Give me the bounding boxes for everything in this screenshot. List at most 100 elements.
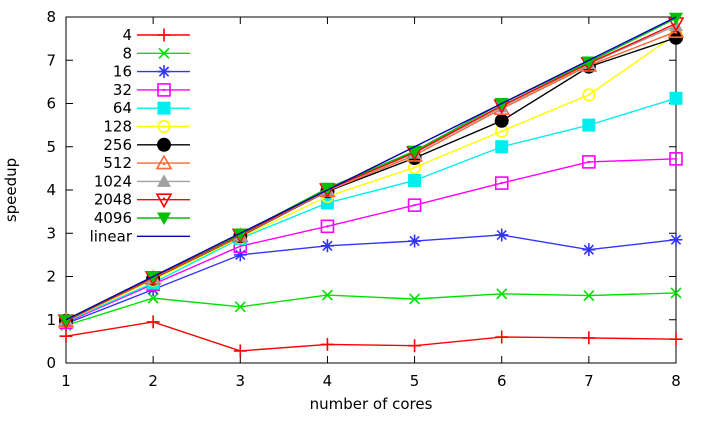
series-line-64 xyxy=(65,97,677,323)
series-line-8 xyxy=(65,292,677,327)
legend-label-8: 8 xyxy=(122,44,132,62)
legend-label-4: 4 xyxy=(122,26,132,44)
marker-x xyxy=(147,292,159,304)
marker-center-dot xyxy=(500,181,503,185)
marker-asterisk xyxy=(582,243,596,257)
marker-circle-filled xyxy=(157,137,171,152)
marker-triangle-down-filled xyxy=(669,12,683,26)
series-line-2048 xyxy=(65,22,677,322)
marker-center-dot xyxy=(162,162,166,166)
marker-x xyxy=(670,287,682,299)
marker-x xyxy=(496,288,508,300)
marker-center-dot xyxy=(500,129,503,133)
series-line-4 xyxy=(65,321,677,352)
marker-asterisk xyxy=(233,248,247,262)
marker-plus xyxy=(59,329,73,343)
marker-center-dot xyxy=(162,197,166,200)
marker-plus xyxy=(146,315,160,329)
y-tick-label: 1 xyxy=(46,311,56,329)
marker-asterisk xyxy=(157,65,171,79)
x-tick-label: 1 xyxy=(61,372,71,390)
marker-center-dot xyxy=(413,203,416,207)
marker-square-filled xyxy=(408,173,422,187)
marker-x xyxy=(158,47,170,59)
x-tick-label: 3 xyxy=(236,372,246,390)
marker-plus xyxy=(233,344,247,358)
marker-center-dot xyxy=(239,245,242,248)
legend-label-32: 32 xyxy=(113,81,132,99)
marker-square-open xyxy=(320,219,335,234)
marker-center-dot xyxy=(674,157,678,161)
marker-triangle-down-filled xyxy=(157,212,171,225)
marker-square-open xyxy=(494,176,509,190)
series-line-16 xyxy=(65,234,677,325)
marker-x xyxy=(321,289,333,301)
x-tick-label: 8 xyxy=(671,372,681,390)
legend-label-64: 64 xyxy=(113,99,132,117)
marker-x xyxy=(409,293,421,305)
marker-center-dot xyxy=(413,166,416,169)
marker-square-filled xyxy=(582,118,596,132)
marker-asterisk xyxy=(669,233,683,247)
legend-label-4096: 4096 xyxy=(94,209,132,227)
x-axis-title: number of cores xyxy=(310,395,433,413)
legend-label-linear: linear xyxy=(90,227,133,245)
marker-asterisk xyxy=(320,239,334,253)
y-tick-label: 2 xyxy=(46,268,56,286)
legend-label-16: 16 xyxy=(113,63,132,81)
legend-label-256: 256 xyxy=(103,136,132,154)
marker-x xyxy=(583,289,595,302)
marker-square-filled xyxy=(157,101,171,115)
y-tick-label: 6 xyxy=(46,95,56,113)
marker-plus xyxy=(320,337,334,351)
legend-label-512: 512 xyxy=(103,154,132,172)
x-tick-label: 5 xyxy=(410,372,420,390)
marker-center-dot xyxy=(326,225,329,228)
marker-square-filled xyxy=(669,91,683,105)
legend-label-1024: 1024 xyxy=(94,172,132,190)
x-tick-label: 6 xyxy=(497,372,507,390)
marker-plus xyxy=(495,330,509,344)
y-tick-label: 5 xyxy=(46,138,56,156)
x-tick-label: 2 xyxy=(148,372,158,390)
marker-center-dot xyxy=(587,160,591,164)
marker-asterisk xyxy=(408,234,422,248)
marker-center-dot xyxy=(162,88,166,92)
y-axis-title: speedup xyxy=(2,158,20,222)
marker-center-dot xyxy=(587,93,591,97)
marker-square-open xyxy=(582,155,596,169)
marker-plus xyxy=(582,331,596,345)
y-tick-label: 7 xyxy=(46,51,56,69)
marker-square-open xyxy=(669,152,683,166)
marker-triangle-up-filled xyxy=(157,174,171,187)
marker-square-filled xyxy=(495,140,509,154)
legend-label-128: 128 xyxy=(103,118,132,136)
marker-circle-open xyxy=(157,119,171,134)
marker-triangle-down-filled xyxy=(320,182,335,196)
marker-plus xyxy=(669,332,683,346)
marker-circle-open xyxy=(582,88,596,102)
series-line-32 xyxy=(65,158,677,323)
marker-center-dot xyxy=(162,125,166,128)
x-tick-label: 4 xyxy=(323,372,333,390)
marker-square-open xyxy=(407,198,422,212)
y-tick-label: 8 xyxy=(46,8,56,26)
marker-circle-filled xyxy=(494,113,509,128)
marker-plus xyxy=(157,28,171,42)
series-line-128 xyxy=(65,33,677,322)
x-tick-label: 7 xyxy=(584,372,594,390)
y-tick-label: 3 xyxy=(46,224,56,242)
marker-triangle-down-open xyxy=(155,193,173,209)
marker-plus xyxy=(408,339,422,353)
series-line-linear xyxy=(65,16,677,321)
y-tick-label: 4 xyxy=(46,181,56,199)
marker-asterisk xyxy=(495,228,509,242)
y-tick-label: 0 xyxy=(46,354,56,372)
marker-square-open xyxy=(157,83,171,97)
marker-triangle-down-filled xyxy=(581,56,596,69)
marker-x xyxy=(234,301,246,313)
legend-label-2048: 2048 xyxy=(94,191,132,209)
